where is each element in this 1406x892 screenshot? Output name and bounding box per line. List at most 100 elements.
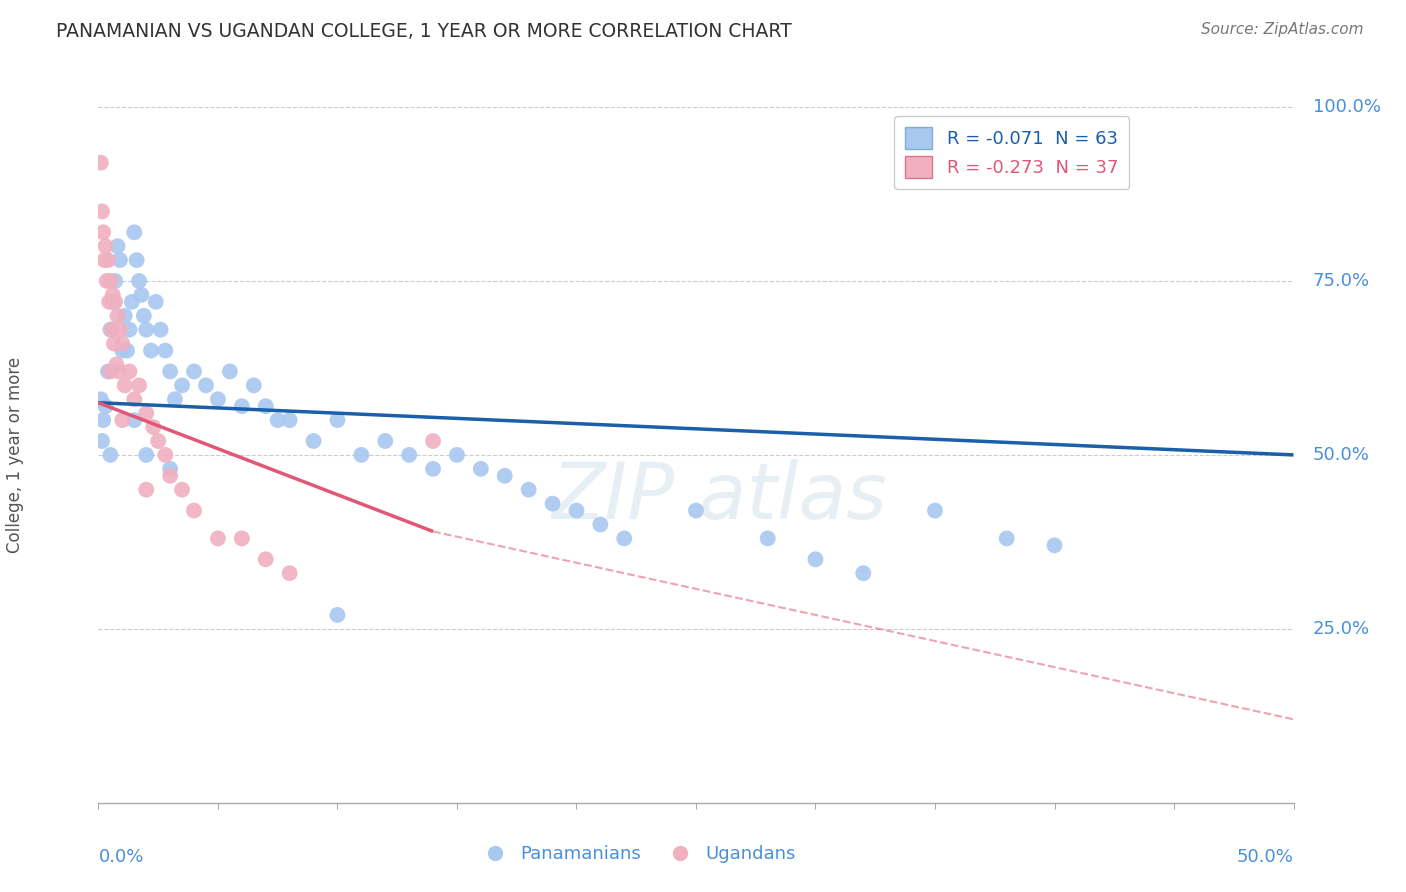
Point <box>219 364 242 378</box>
Point <box>155 343 177 358</box>
Point <box>104 274 127 288</box>
Point <box>104 294 127 309</box>
Point <box>124 225 146 239</box>
Point <box>163 392 186 407</box>
Point <box>93 253 115 268</box>
Point <box>145 294 167 309</box>
Point <box>135 406 157 420</box>
Point <box>96 274 118 288</box>
Point <box>94 399 117 413</box>
Point <box>756 532 779 546</box>
Point <box>685 503 707 517</box>
Point <box>326 413 349 427</box>
Point <box>589 517 612 532</box>
Point <box>422 462 444 476</box>
Point <box>995 532 1018 546</box>
Text: 25.0%: 25.0% <box>1313 620 1369 638</box>
Point <box>148 434 170 448</box>
Point <box>118 364 141 378</box>
Point <box>115 343 138 358</box>
Point <box>98 274 122 288</box>
Point <box>446 448 468 462</box>
Point <box>108 253 131 268</box>
Point <box>207 392 229 407</box>
Point <box>108 323 131 337</box>
Point <box>159 468 181 483</box>
Point <box>350 448 373 462</box>
Point <box>91 434 114 448</box>
Point <box>207 532 229 546</box>
Point <box>91 413 114 427</box>
Text: Source: ZipAtlas.com: Source: ZipAtlas.com <box>1201 22 1364 37</box>
Point <box>124 413 146 427</box>
Point <box>118 323 141 337</box>
Point <box>135 323 157 337</box>
Point <box>97 253 120 268</box>
Point <box>852 566 875 581</box>
Point <box>111 343 134 358</box>
Point <box>90 155 112 169</box>
Point <box>231 399 253 413</box>
Point <box>107 239 129 253</box>
Point <box>114 309 136 323</box>
Point <box>100 323 122 337</box>
Point <box>142 420 165 434</box>
Point <box>254 552 277 566</box>
Point <box>159 364 181 378</box>
Text: PANAMANIAN VS UGANDAN COLLEGE, 1 YEAR OR MORE CORRELATION CHART: PANAMANIAN VS UGANDAN COLLEGE, 1 YEAR OR… <box>56 22 792 41</box>
Point <box>517 483 540 497</box>
Point <box>91 204 114 219</box>
Text: 50.0%: 50.0% <box>1313 446 1369 464</box>
Point <box>105 358 128 372</box>
Point <box>278 413 301 427</box>
Point <box>172 378 194 392</box>
Point <box>139 343 162 358</box>
Point <box>613 532 636 546</box>
Point <box>124 392 146 407</box>
Point <box>804 552 827 566</box>
Point <box>94 239 117 253</box>
Point <box>90 392 112 407</box>
Text: 100.0%: 100.0% <box>1313 98 1381 116</box>
Point <box>149 323 172 337</box>
Point <box>107 309 129 323</box>
Point <box>98 323 122 337</box>
Point <box>135 483 157 497</box>
Point <box>231 532 253 546</box>
Point <box>172 483 194 497</box>
Point <box>254 399 277 413</box>
Text: 0.0%: 0.0% <box>98 848 143 866</box>
Point <box>103 336 125 351</box>
Point <box>278 566 301 581</box>
Point <box>541 497 564 511</box>
Point <box>398 448 420 462</box>
Point <box>98 448 122 462</box>
Point <box>374 434 396 448</box>
Point <box>183 364 205 378</box>
Point <box>131 288 153 302</box>
Point <box>98 294 121 309</box>
Point <box>422 434 444 448</box>
Point <box>111 413 134 427</box>
Text: College, 1 year or more: College, 1 year or more <box>6 357 24 553</box>
Point <box>125 253 148 268</box>
Point <box>128 378 150 392</box>
Point <box>132 309 155 323</box>
Point <box>101 288 124 302</box>
Point <box>326 607 349 622</box>
Point <box>101 294 124 309</box>
Point <box>183 503 205 517</box>
Point <box>159 462 181 476</box>
Point <box>194 378 217 392</box>
Point <box>1043 538 1066 552</box>
Text: ZIP atlas: ZIP atlas <box>553 458 887 534</box>
Text: 50.0%: 50.0% <box>1237 848 1294 866</box>
Point <box>98 364 122 378</box>
Point <box>565 503 588 517</box>
Legend: Panamanians, Ugandans: Panamanians, Ugandans <box>470 838 803 871</box>
Point <box>135 448 157 462</box>
Point <box>121 294 143 309</box>
Text: 75.0%: 75.0% <box>1313 272 1369 290</box>
Point <box>242 378 264 392</box>
Point <box>470 462 492 476</box>
